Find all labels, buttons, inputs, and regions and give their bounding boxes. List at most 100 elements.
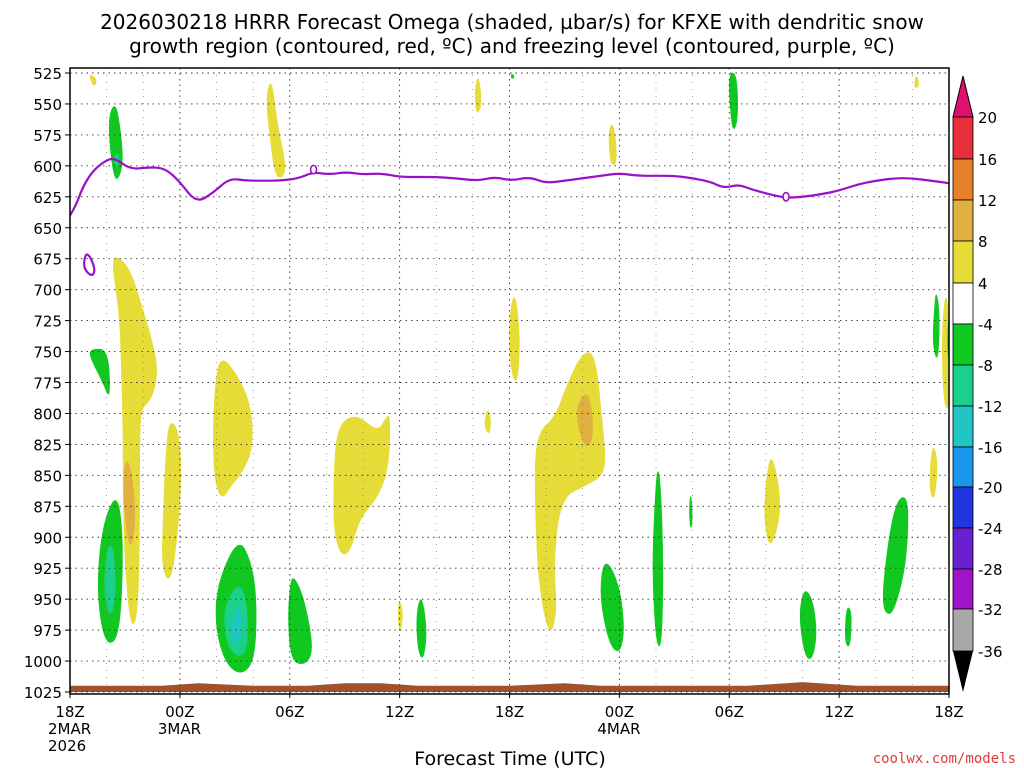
colorbar-bin-12 (952, 608, 974, 652)
colorbar-bin-6 (952, 364, 974, 407)
y-tick-label: 650 (33, 220, 62, 238)
x-tick-label: 06Z (275, 703, 304, 721)
omega-region-11 (397, 602, 403, 631)
y-tick-label: 600 (33, 158, 62, 176)
colorbar-label: 12 (978, 192, 997, 210)
colorbar-bin-9 (952, 486, 974, 529)
x-tick-label: 2026 (48, 737, 86, 755)
grid-layer (69, 68, 950, 694)
omega-region-2 (213, 360, 253, 497)
y-tick-label: 1025 (24, 684, 62, 702)
y-tick-label: 550 (33, 96, 62, 114)
omega-region-27 (728, 72, 739, 129)
x-tick-label: 18Z (934, 703, 963, 721)
y-tick-label: 700 (33, 282, 62, 300)
colorbar-label: -12 (978, 398, 1003, 416)
omega-region-0 (113, 257, 157, 625)
omega-region-13 (929, 448, 938, 498)
y-tick-label: 675 (33, 251, 62, 269)
omega-region-33 (510, 73, 515, 79)
freezing-level-label-0 (309, 164, 318, 175)
colorbar-label: 8 (978, 233, 988, 251)
x-tick-label: 2MAR (48, 720, 91, 738)
colorbar-label: -8 (978, 357, 993, 375)
omega-region-17 (577, 394, 593, 446)
y-tick-label: 1000 (24, 653, 62, 671)
omega-region-14 (914, 76, 919, 88)
x-axis-label: Forecast Time (UTC) (414, 748, 605, 768)
omega-region-30 (882, 497, 909, 614)
y-tick-label: 525 (33, 65, 62, 83)
omega-region-15 (89, 74, 97, 86)
omega-region-4 (333, 415, 391, 555)
colorbar-bin-5 (952, 323, 974, 366)
omega-region-25 (652, 471, 664, 647)
y-tick-label: 575 (33, 127, 62, 145)
y-tick-label: 775 (33, 375, 62, 393)
omega-region-26 (689, 496, 693, 528)
omega-region-31 (932, 294, 940, 358)
omega-region-16 (123, 461, 136, 545)
colorbar-label: -4 (978, 316, 993, 334)
y-tick-label: 925 (33, 560, 62, 578)
omega-region-6 (484, 410, 491, 433)
credit-link[interactable]: coolwx.com/models (873, 751, 1016, 767)
omega-region-37 (231, 608, 242, 643)
omega-region-18 (108, 106, 123, 179)
y-tick-label: 725 (33, 313, 62, 331)
omega-region-7 (534, 352, 606, 631)
omega-region-22 (288, 578, 312, 664)
omega-region-28 (799, 591, 817, 659)
y-axis: 525 550 575 600 625 650 675 700 725 750 775 800 825 8… (24, 65, 70, 702)
colorbar-label: -20 (978, 479, 1003, 497)
colorbar-label: -24 (978, 520, 1003, 538)
omega-region-9 (608, 124, 617, 165)
colorbar-label: -36 (978, 643, 1003, 661)
x-tick-label: 00Z (605, 703, 634, 721)
colorbar-bin-2 (952, 199, 974, 242)
colorbar-bin-1 (952, 158, 974, 201)
colorbar-label: 4 (978, 275, 988, 293)
y-tick-label: 975 (33, 622, 62, 640)
omega-regions (89, 72, 949, 673)
y-tick-label: 800 (33, 405, 62, 423)
x-tick-label: 3MAR (158, 720, 201, 738)
colorbar-bin-3 (952, 240, 974, 284)
y-tick-label: 750 (33, 344, 62, 362)
omega-region-19 (89, 348, 110, 395)
freezing-level-loop (83, 253, 96, 277)
x-tick-label: 06Z (715, 703, 744, 721)
omega-region-10 (475, 78, 482, 113)
omega-region-24 (600, 563, 624, 652)
y-tick-label: 875 (33, 498, 62, 516)
x-tick-label: 18Z (495, 703, 524, 721)
freezing-level-label-1 (782, 191, 790, 202)
omega-region-1 (162, 423, 182, 579)
freezing-level-layer (69, 157, 950, 277)
colorbar-label: 16 (978, 151, 997, 169)
omega-region-36 (104, 545, 116, 614)
colorbar-bin-11 (952, 568, 974, 610)
colorbar-label: -16 (978, 439, 1003, 457)
omega-region-3 (266, 83, 286, 178)
y-tick-label: 625 (33, 189, 62, 207)
x-tick-label: 12Z (385, 703, 414, 721)
colorbar-top-arrow (952, 75, 974, 118)
colorbar-label: -32 (978, 601, 1003, 619)
y-tick-label: 900 (33, 529, 62, 547)
x-tick-label: 4MAR (597, 720, 640, 738)
omega-region-5 (509, 297, 520, 381)
colorbar-bottom-arrow (953, 651, 973, 692)
omega-region-8 (764, 459, 781, 543)
x-tick-label: 00Z (165, 703, 194, 721)
omega-region-29 (844, 607, 852, 647)
omega-region-23 (416, 599, 427, 658)
y-tick-label: 850 (33, 467, 62, 485)
colorbar-bin-10 (952, 527, 974, 570)
colorbar-bin-0 (952, 116, 974, 160)
colorbar: 20 16 12 8 4 -4 -8 -12 -16 -20 -24 -28 -32 -36 (952, 75, 1003, 692)
colorbar-label: -28 (978, 561, 1003, 579)
y-tick-label: 825 (33, 436, 62, 454)
